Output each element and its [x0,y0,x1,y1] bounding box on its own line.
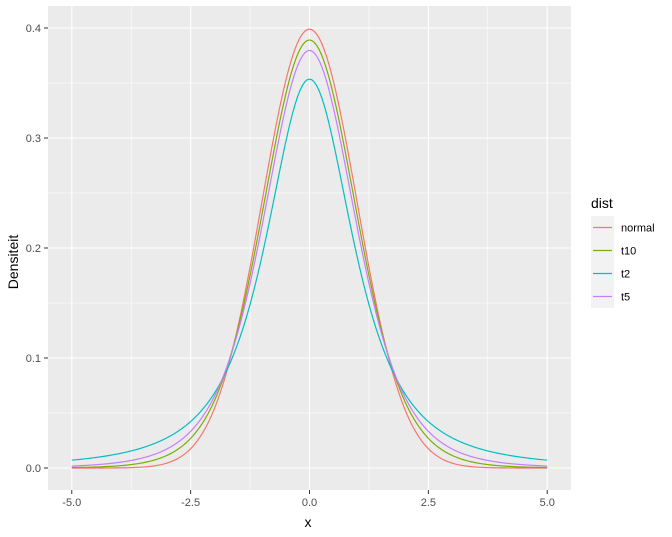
series-line-t5 [71,49,548,467]
y-axis: 0.0 0.1 0.2 0.3 0.4 [26,23,48,475]
series-line-t10 [71,39,548,469]
y-tick-label: 0.0 [26,463,41,475]
y-axis-label: Densiteit [5,235,21,290]
y-tick-label: 0.4 [26,23,41,35]
x-tick-label: -2.5 [181,497,200,509]
series-lines [71,28,548,469]
y-tick-label: 0.1 [26,353,41,365]
y-tick-label: 0.2 [26,243,41,255]
legend-label-t2: t2 [621,269,630,281]
x-tick-label: 2.5 [421,497,436,509]
major-gridlines [48,6,571,490]
series-line-t2 [71,78,548,461]
legend: dist normal t10 t2 t5 [591,195,655,308]
x-axis-label: x [305,514,312,530]
legend-label-t10: t10 [621,246,636,258]
x-tick-label: 5.0 [540,497,555,509]
legend-label-t5: t5 [621,292,630,304]
x-tick-label: 0.0 [302,497,317,509]
x-axis: -5.0 -2.5 0.0 2.5 5.0 [62,490,555,509]
x-tick-label: -5.0 [62,497,81,509]
y-tick-label: 0.3 [26,133,41,145]
legend-title: dist [591,195,613,211]
series-line-normal [71,28,548,469]
legend-label-normal: normal [621,223,655,235]
